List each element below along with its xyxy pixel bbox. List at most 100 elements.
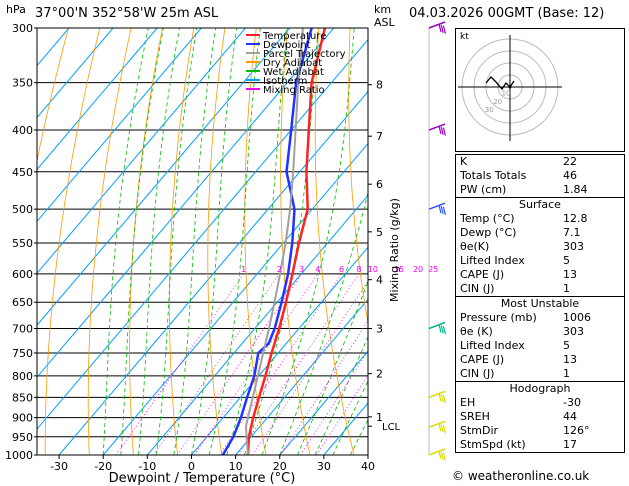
hodograph-param-row: EH -30 bbox=[456, 396, 624, 410]
surface-row: Dewp (°C) 7.1 bbox=[456, 226, 624, 240]
hpa-label: hPa bbox=[6, 3, 26, 16]
axes: 3003504004505005506006507007508008509009… bbox=[5, 22, 401, 473]
dry-adiabat bbox=[129, 28, 163, 455]
x-tick-label: 20 bbox=[273, 460, 287, 473]
series-line-parcel-trajectory bbox=[245, 28, 304, 455]
pressure-tick-label: 700 bbox=[12, 323, 33, 336]
most-unstable-title: Most Unstable bbox=[500, 297, 580, 310]
most-unstable-row: Lifted Index 5 bbox=[456, 339, 624, 353]
km-tick-label: 6 bbox=[376, 178, 383, 191]
pressure-tick-label: 300 bbox=[12, 22, 33, 35]
isotherm-line bbox=[279, 350, 368, 455]
surface-row: Lifted Index 5 bbox=[456, 254, 624, 268]
legend-label: Wet Adiabat bbox=[263, 67, 324, 78]
isotherm-line bbox=[235, 298, 368, 455]
x-tick-label: 30 bbox=[317, 460, 331, 473]
most-unstable-label: Lifted Index bbox=[460, 339, 525, 352]
datetime-title: 04.03.2026 00GMT (Base: 12) bbox=[409, 6, 605, 21]
dry-adiabat bbox=[87, 28, 132, 455]
surface-row: θe(K) 303 bbox=[456, 240, 624, 254]
background-lines bbox=[37, 28, 368, 455]
surface-value: 303 bbox=[563, 240, 584, 253]
hodograph-unit: kt bbox=[460, 32, 469, 42]
surface-value: 12.8 bbox=[563, 212, 588, 225]
surface-value: 7.1 bbox=[563, 226, 581, 239]
pressure-tick-label: 350 bbox=[12, 77, 33, 90]
wind-barbs bbox=[428, 21, 446, 461]
mixing-ratio-value-label: 25 bbox=[428, 265, 438, 274]
x-tick-label: -30 bbox=[50, 460, 68, 473]
wet-adiabat bbox=[208, 28, 261, 455]
hodograph-param-label: StmSpd (kt) bbox=[460, 438, 526, 451]
x-tick-label: 40 bbox=[361, 460, 375, 473]
km-tick-label: 5 bbox=[376, 226, 383, 239]
mixing-ratio-line bbox=[219, 273, 342, 455]
most-unstable-value: 303 bbox=[563, 325, 584, 338]
isotherm-line bbox=[37, 28, 202, 223]
surface-title: Surface bbox=[519, 198, 561, 211]
km-tick-label: 4 bbox=[376, 274, 383, 287]
wet-adiabat bbox=[155, 28, 198, 455]
pressure-tick-label: 450 bbox=[12, 166, 33, 179]
legend-label: Parcel Trajectory bbox=[263, 49, 346, 60]
legend-label: Isotherm bbox=[263, 76, 307, 87]
mixing-ratio-line bbox=[252, 280, 368, 455]
hodograph-param-row: SREH 44 bbox=[456, 410, 624, 424]
surface-label: Temp (°C) bbox=[460, 212, 515, 225]
hodograph-param-value: 126° bbox=[563, 424, 590, 437]
hodograph-param-row: StmDir 126° bbox=[456, 424, 624, 438]
hodograph-ring-label: 10 bbox=[502, 89, 511, 97]
hodograph-table-title: Hodograph bbox=[509, 382, 571, 395]
mixing-ratio-value-label: 8 bbox=[356, 265, 361, 274]
most-unstable-label: Pressure (mb) bbox=[460, 311, 537, 324]
hodograph-param-label: EH bbox=[460, 396, 476, 409]
most-unstable-value: 1006 bbox=[563, 311, 591, 324]
wet-adiabat bbox=[226, 28, 288, 455]
isotherm-line bbox=[37, 28, 290, 326]
index-label: Totals Totals bbox=[460, 169, 527, 182]
mixing-ratio-value-label: 15 bbox=[394, 265, 404, 274]
mixing-ratio-labels: 1 2 3 4 6 8 10 15 20 25 bbox=[241, 265, 438, 274]
hodograph-ring-label: 20 bbox=[493, 98, 502, 106]
pressure-tick-label: 1000 bbox=[5, 449, 33, 462]
wind-barb bbox=[428, 420, 446, 434]
index-value: 46 bbox=[563, 169, 577, 182]
isotherm-line bbox=[37, 28, 246, 275]
hodograph-param-value: -30 bbox=[563, 396, 581, 409]
wind-barb bbox=[428, 390, 446, 404]
wet-adiabat bbox=[279, 190, 368, 455]
most-unstable-value: 13 bbox=[563, 353, 577, 366]
credit-text: © weatheronline.co.uk bbox=[452, 469, 590, 483]
wet-adiabat bbox=[120, 28, 164, 455]
isotherm-line bbox=[37, 28, 335, 378]
mixing-ratio-line bbox=[193, 273, 319, 455]
mixing-ratio-line bbox=[237, 273, 360, 455]
isotherm-line bbox=[37, 38, 368, 430]
mixing-ratio-line bbox=[300, 350, 368, 455]
surface-row: CAPE (J) 13 bbox=[456, 268, 624, 282]
dry-adiabat bbox=[37, 28, 69, 163]
pressure-tick-label: 500 bbox=[12, 203, 33, 216]
isotherm-line bbox=[37, 28, 158, 171]
pressure-tick-label: 950 bbox=[12, 431, 33, 444]
lcl-label: LCL bbox=[382, 422, 401, 433]
most-unstable-label: CIN (J) bbox=[460, 367, 495, 380]
surface-label: Dewp (°C) bbox=[460, 226, 517, 239]
x-tick-label: -10 bbox=[138, 460, 156, 473]
hodograph-param-value: 44 bbox=[563, 410, 577, 423]
most-unstable-row: CIN (J) 1 bbox=[456, 367, 624, 381]
x-tick-label: 0 bbox=[188, 460, 195, 473]
index-row: K 22 bbox=[456, 155, 624, 169]
hodograph-panel: 10 20 30 kt bbox=[455, 28, 625, 152]
surface-label: Lifted Index bbox=[460, 254, 525, 267]
isotherm-line bbox=[37, 28, 114, 119]
most-unstable-label: CAPE (J) bbox=[460, 353, 505, 366]
pressure-tick-label: 850 bbox=[12, 391, 33, 404]
mixing-ratio-value-label: 20 bbox=[413, 265, 423, 274]
mixing-ratio-value-label: 1 bbox=[241, 265, 246, 274]
legend-label: Dewpoint bbox=[263, 40, 311, 51]
hodograph-param-label: StmDir bbox=[460, 424, 499, 437]
legend-label: Temperature bbox=[262, 31, 326, 42]
km-tick-label: 8 bbox=[376, 79, 383, 92]
